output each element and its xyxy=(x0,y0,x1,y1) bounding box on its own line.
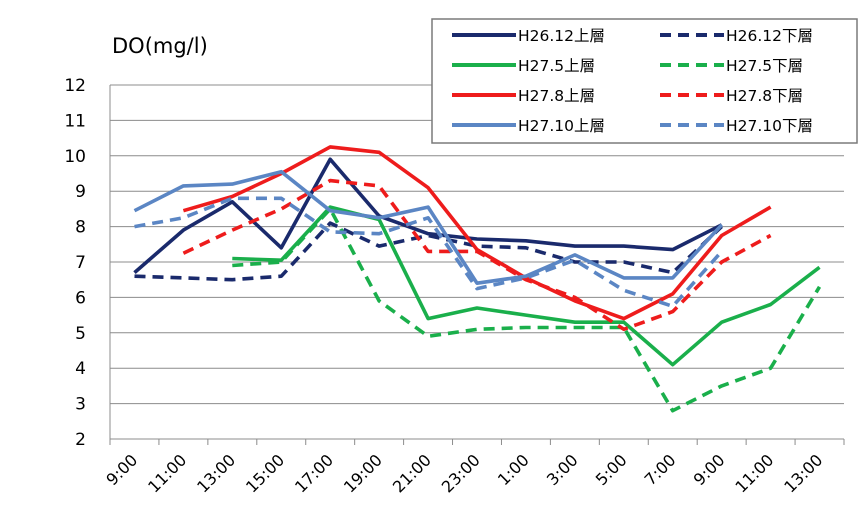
y-tick-label: 12 xyxy=(64,76,86,96)
series-line-0 xyxy=(133,157,723,274)
legend-label-5: H27.8下層 xyxy=(726,87,803,105)
y-tick-label: 11 xyxy=(64,111,86,131)
series-line-5 xyxy=(182,178,772,332)
y-tick-label: 8 xyxy=(75,218,86,238)
series-lines xyxy=(133,145,822,413)
y-tick-label: 7 xyxy=(75,253,86,273)
y-tick-label: 4 xyxy=(75,359,86,379)
legend: H26.12上層 H26.12下層 H27.5上層 H27.5下層 H27.8上層 H27… xyxy=(431,18,858,144)
series-line-2 xyxy=(232,205,821,367)
legend-label-4: H27.8上層 xyxy=(518,87,595,105)
legend-label-6: H27.10上層 xyxy=(518,117,605,135)
series-line-6 xyxy=(133,169,724,285)
y-tick-label: 9 xyxy=(75,182,86,202)
axes xyxy=(109,85,845,445)
y-tick-label: 10 xyxy=(64,147,86,167)
series-line-7 xyxy=(134,196,724,309)
legend-label-2: H27.5上層 xyxy=(518,57,595,75)
y-tick-label: 5 xyxy=(75,324,86,344)
series-line-1 xyxy=(134,221,723,282)
legend-label-3: H27.5下層 xyxy=(726,57,803,75)
y-axis-ticks: 2 3 4 5 6 7 8 9 10 11 12 xyxy=(64,76,86,450)
y-tick-label: 6 xyxy=(75,288,86,308)
legend-label-1: H26.12下層 xyxy=(726,27,813,45)
legend-label-7: H27.10下層 xyxy=(726,117,813,135)
series-line-3 xyxy=(232,207,822,413)
legend-box xyxy=(431,18,858,144)
y-tick-label: 2 xyxy=(75,430,86,450)
y-tick-label: 3 xyxy=(75,395,86,415)
legend-label-0: H26.12上層 xyxy=(518,27,605,45)
chart-title: DO(mg/l) xyxy=(112,34,208,58)
